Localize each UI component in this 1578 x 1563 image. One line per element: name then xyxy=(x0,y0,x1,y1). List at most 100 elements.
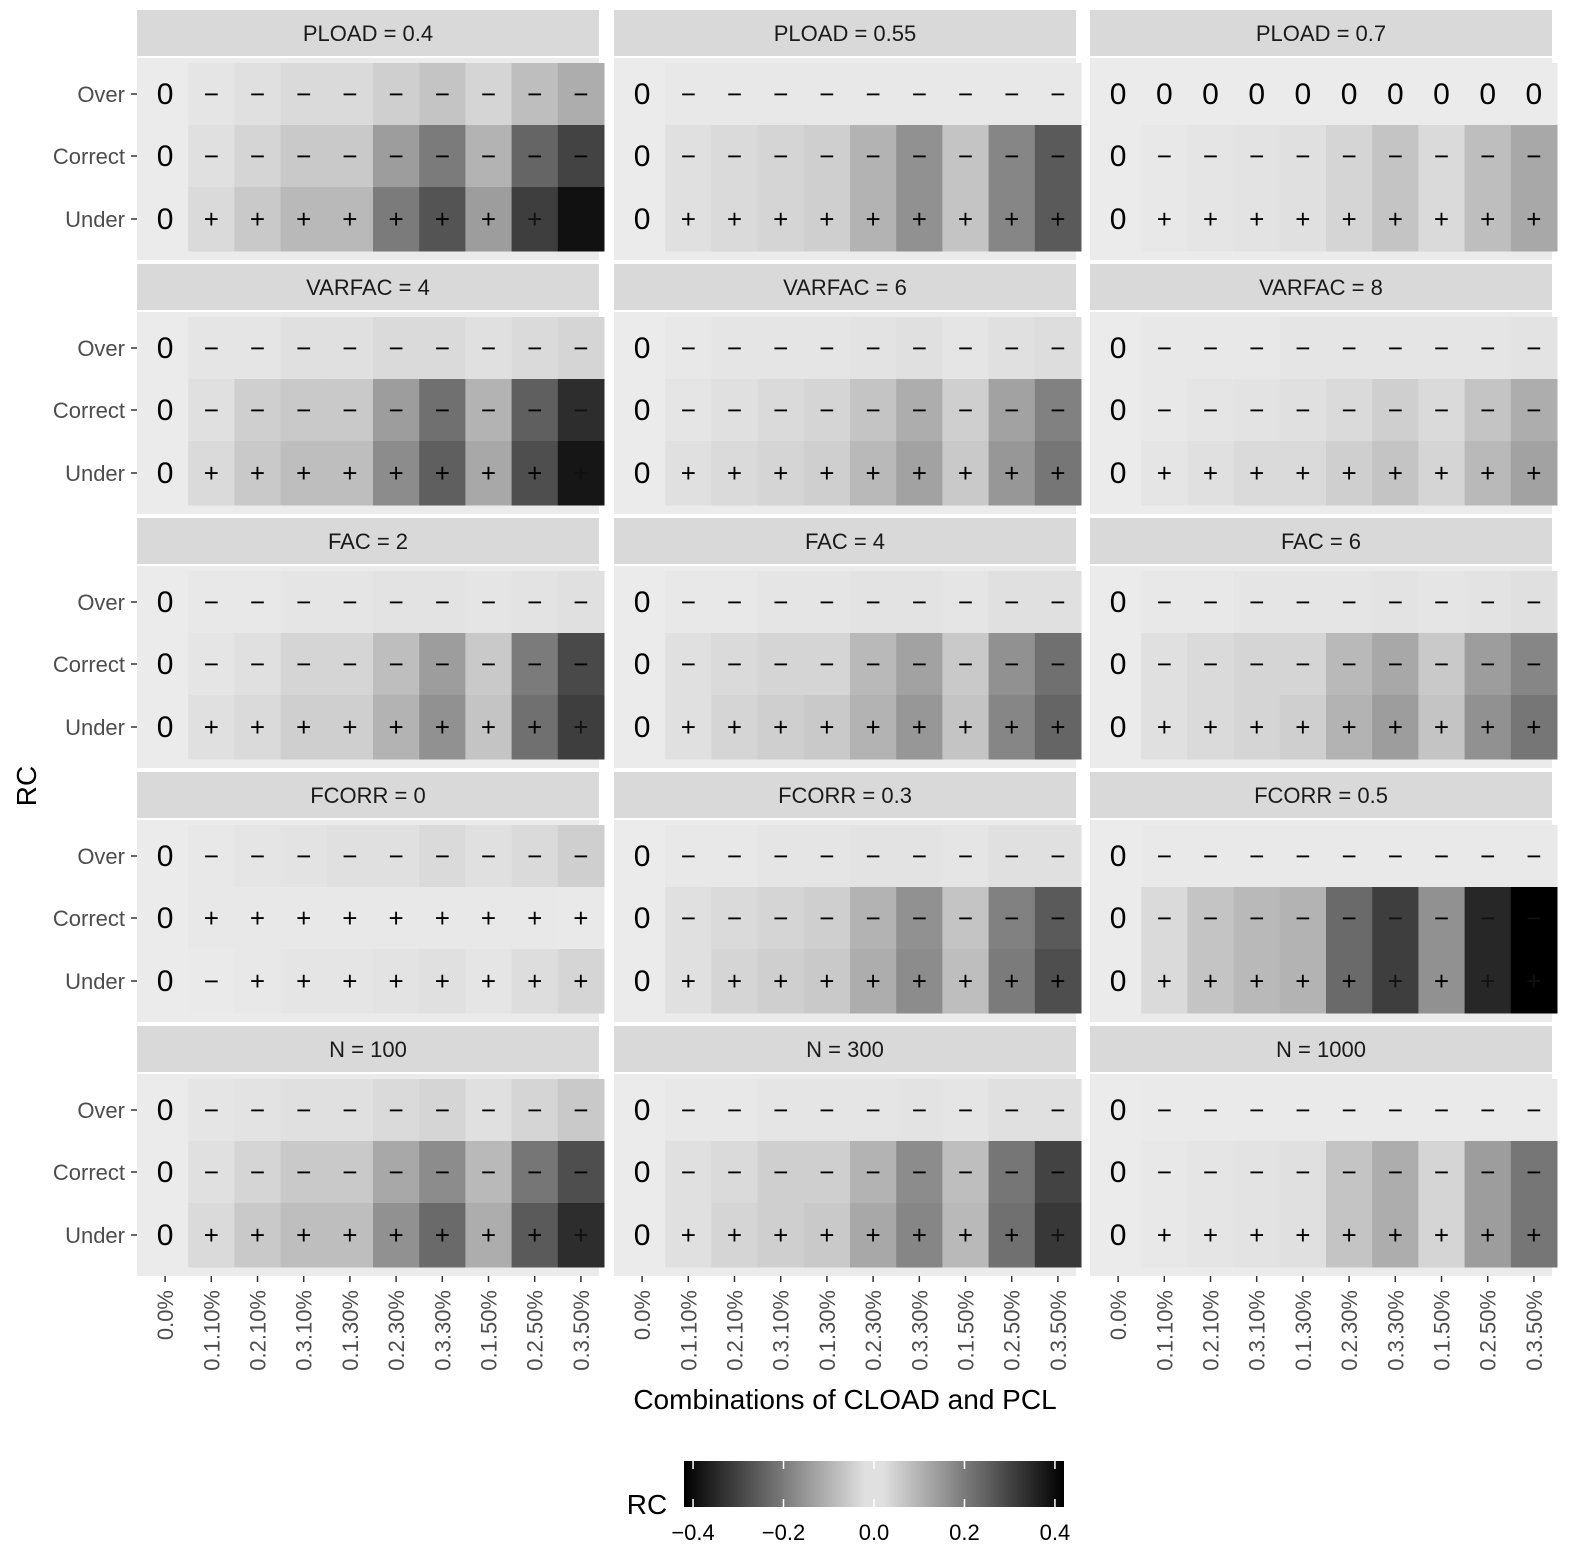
facet-strip xyxy=(1090,1026,1552,1072)
cell-label: + xyxy=(296,1220,311,1250)
cell-label: − xyxy=(819,395,834,425)
cell-label: − xyxy=(1249,841,1264,871)
heatmap-cell xyxy=(234,887,282,950)
heatmap-cell xyxy=(1034,187,1082,252)
x-tick-label: 0.3.50% xyxy=(1046,1290,1071,1371)
cell-label: − xyxy=(1434,841,1449,871)
heatmap-cell xyxy=(942,1141,990,1204)
cell-label: − xyxy=(912,79,927,109)
heatmap-cell xyxy=(1510,949,1558,1014)
cell-label: − xyxy=(1480,649,1495,679)
cell-label: 0 xyxy=(157,203,174,236)
cell-label: 0 xyxy=(634,203,651,236)
heatmap-cell xyxy=(1187,317,1235,380)
heatmap-cell xyxy=(1372,1141,1419,1204)
heatmap-cell xyxy=(1233,317,1281,380)
cell-label: + xyxy=(1526,204,1541,234)
heatmap-cell xyxy=(419,825,466,888)
heatmap-cell xyxy=(711,1141,759,1204)
heatmap-cell xyxy=(1372,441,1419,506)
heatmap-cell xyxy=(1141,887,1188,950)
cell-label: − xyxy=(681,587,696,617)
cell-label: + xyxy=(819,458,834,488)
heatmap-cell xyxy=(142,63,189,126)
legend-tick-label: −0.2 xyxy=(762,1520,805,1545)
cell-label: − xyxy=(296,1157,311,1187)
heatmap-cell xyxy=(142,571,189,634)
cell-label: − xyxy=(481,1157,496,1187)
heatmap-cell xyxy=(557,571,605,634)
heatmap-cell xyxy=(1034,63,1082,126)
heatmap-cell xyxy=(1418,317,1466,380)
cell-label: − xyxy=(958,1095,973,1125)
cell-label: − xyxy=(1388,1157,1403,1187)
cell-label: − xyxy=(1203,587,1218,617)
cell-label: − xyxy=(1434,333,1449,363)
cell-label: + xyxy=(342,966,357,996)
cell-label: − xyxy=(958,1157,973,1187)
cell-label: + xyxy=(1295,1220,1310,1250)
cell-label: + xyxy=(866,458,881,488)
facet-strip-label: FCORR = 0 xyxy=(310,783,426,808)
heatmap-cell xyxy=(234,949,282,1014)
heatmap-cell xyxy=(1141,633,1188,696)
heatmap-cell xyxy=(757,1079,805,1142)
heatmap-cell xyxy=(419,1079,466,1142)
heatmap-cell xyxy=(557,1079,605,1142)
cell-label: 0 xyxy=(157,648,174,681)
cell-label: + xyxy=(1157,458,1172,488)
cell-label: − xyxy=(1050,1157,1065,1187)
heatmap-cell xyxy=(1464,1203,1512,1268)
cell-label: − xyxy=(681,1157,696,1187)
cell-label: − xyxy=(912,649,927,679)
x-tick-label: 0.0% xyxy=(153,1290,178,1340)
heatmap-cell xyxy=(942,633,990,696)
heatmap-cell xyxy=(1326,571,1373,634)
x-tick-label: 0.2.10% xyxy=(246,1290,271,1371)
cell-label: 0 xyxy=(157,711,174,744)
heatmap-cell xyxy=(1233,633,1281,696)
cell-label: − xyxy=(1157,649,1172,679)
heatmap-cell xyxy=(896,379,943,442)
heatmap-cell xyxy=(850,571,897,634)
cell-label: − xyxy=(1157,141,1172,171)
heatmap-cell xyxy=(419,63,466,126)
heatmap-cell xyxy=(234,317,282,380)
heatmap-cell xyxy=(711,1079,759,1142)
cell-label: − xyxy=(958,141,973,171)
heatmap-cell xyxy=(1034,695,1082,760)
cell-label: − xyxy=(573,333,588,363)
heatmap-cell xyxy=(511,633,559,696)
cell-label: − xyxy=(1004,587,1019,617)
cell-label: + xyxy=(1004,458,1019,488)
heatmap-cell xyxy=(1034,379,1082,442)
heatmap-cell xyxy=(419,1203,466,1268)
cell-label: − xyxy=(1157,395,1172,425)
heatmap-cell xyxy=(942,125,990,188)
cell-label: + xyxy=(389,712,404,742)
heatmap-cell xyxy=(1418,1079,1466,1142)
heatmap-cell xyxy=(1464,125,1512,188)
facet-strip-label: FAC = 2 xyxy=(328,529,408,554)
cell-label: + xyxy=(1434,458,1449,488)
heatmap-cell xyxy=(711,441,759,506)
cell-label: + xyxy=(773,1220,788,1250)
heatmap-cell xyxy=(465,825,513,888)
x-tick-label: 0.1.10% xyxy=(676,1290,701,1371)
cell-label: − xyxy=(912,841,927,871)
cell-label: − xyxy=(866,141,881,171)
heatmap-cell xyxy=(142,695,189,760)
heatmap-cell xyxy=(665,571,712,634)
cell-label: − xyxy=(1050,333,1065,363)
cell-label: 0 xyxy=(1110,394,1127,427)
heatmap-cell xyxy=(1095,125,1142,188)
heatmap-cell xyxy=(896,571,943,634)
heatmap-cell xyxy=(665,1141,712,1204)
heatmap-cell xyxy=(511,887,559,950)
heatmap-cell xyxy=(326,125,374,188)
cell-label: 0 xyxy=(157,332,174,365)
heatmap-cell xyxy=(1510,571,1558,634)
heatmap-cell xyxy=(803,1079,851,1142)
